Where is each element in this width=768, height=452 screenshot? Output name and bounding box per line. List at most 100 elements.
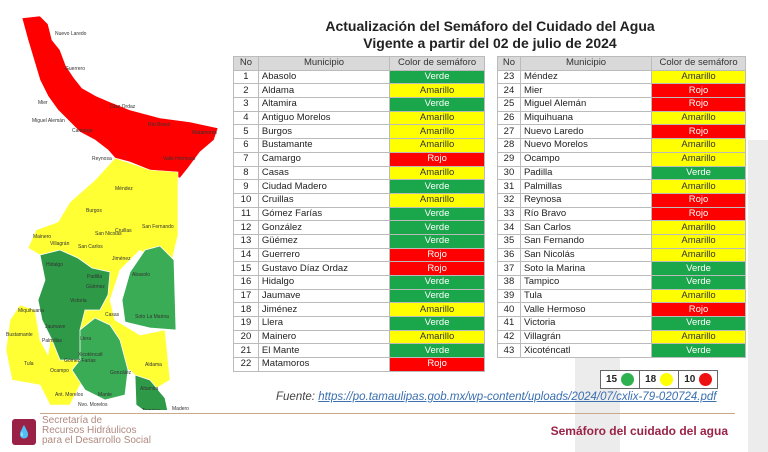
- cell-no: 19: [233, 316, 259, 331]
- cell-municipio: Nuevo Laredo: [519, 124, 653, 140]
- table-row: 5 Burgos Amarillo: [233, 124, 485, 140]
- municipios-table-right: No Municipio Color de semáforo 23 Méndez A…: [497, 56, 746, 359]
- legend-rojo: 10: [679, 371, 717, 388]
- cell-no: 35: [497, 233, 521, 249]
- map-label: Güémez: [86, 284, 105, 290]
- cell-color: Verde: [389, 316, 485, 331]
- map-label: Miquihuana: [18, 308, 44, 314]
- map-label: Xicoténcatl: [78, 352, 102, 358]
- cell-municipio: Guerrero: [257, 247, 391, 263]
- cell-no: 24: [497, 83, 521, 99]
- table-row: 1 Abasolo Verde: [233, 69, 485, 85]
- cell-municipio: Abasolo: [257, 69, 391, 85]
- cell-municipio: Casas: [257, 165, 391, 181]
- cell-no: 37: [497, 261, 521, 276]
- cell-color: Rojo: [651, 124, 746, 140]
- source-link[interactable]: https://po.tamaulipas.gob.mx/wp-content/…: [318, 391, 717, 403]
- table-row: 6 Bustamante Amarillo: [233, 138, 485, 153]
- legend-amarillo: 18: [640, 371, 680, 388]
- title-line-2: Vigente a partir del 02 de julio de 2024: [363, 35, 617, 51]
- legend-count: 18: [645, 374, 657, 385]
- cell-no: 18: [233, 302, 259, 318]
- cell-municipio: Palmillas: [519, 179, 653, 194]
- cell-municipio: Ciudad Madero: [257, 179, 391, 194]
- cell-color: Rojo: [651, 302, 746, 318]
- cell-color: Verde: [389, 343, 485, 359]
- table-row: 33 Río Bravo Rojo: [497, 206, 746, 222]
- cell-no: 12: [233, 220, 259, 235]
- cell-no: 21: [233, 343, 259, 359]
- cell-no: 15: [233, 261, 259, 276]
- cell-no: 41: [497, 316, 521, 331]
- cell-municipio: Burgos: [257, 124, 391, 140]
- cell-color: Amarillo: [651, 288, 746, 304]
- cell-color: Amarillo: [389, 329, 485, 345]
- cell-no: 11: [233, 206, 259, 222]
- red-dot-icon: [699, 373, 713, 386]
- col-header-municipio: Municipio: [257, 56, 391, 71]
- cell-no: 23: [497, 69, 521, 85]
- yellow-dot-icon: [660, 373, 674, 386]
- map-label: Miguel Alemán: [32, 118, 65, 124]
- table-row: 2 Aldama Amarillo: [233, 83, 485, 99]
- table-row: 35 San Fernando Amarillo: [497, 233, 746, 249]
- org-line: para el Desarrollo Social: [42, 435, 151, 446]
- cell-color: Rojo: [651, 97, 746, 112]
- map-label: Burgos: [86, 208, 102, 214]
- map-label: Jiménez: [112, 256, 131, 262]
- cell-no: 34: [497, 220, 521, 235]
- footer-title: Semáforo del cuidado del agua: [550, 424, 728, 438]
- cell-no: 27: [497, 124, 521, 140]
- cell-municipio: Padilla: [519, 165, 653, 181]
- cell-color: Rojo: [651, 192, 746, 208]
- map-label: Matamoros: [192, 130, 218, 136]
- cell-color: Amarillo: [651, 233, 746, 249]
- cell-no: 33: [497, 206, 521, 222]
- table-row: 19 Llera Verde: [233, 316, 485, 331]
- title-line-1: Actualización del Semáforo del Cuidado d…: [325, 18, 655, 34]
- table-row: 22 Matamoros Rojo: [233, 357, 485, 372]
- cell-color: Rojo: [389, 151, 485, 167]
- map-label: Tula: [24, 361, 34, 367]
- cell-no: 43: [497, 343, 521, 359]
- cell-municipio: San Carlos: [519, 220, 653, 235]
- cell-color: Amarillo: [651, 247, 746, 263]
- map-label: Llera: [80, 336, 91, 342]
- table-row: 41 Victoria Verde: [497, 316, 746, 331]
- cell-municipio: Hidalgo: [257, 275, 391, 290]
- map-label: Ant. Morelos: [55, 392, 84, 398]
- cell-municipio: Reynosa: [519, 192, 653, 208]
- map-label: González: [110, 370, 132, 376]
- cell-municipio: Antiguo Morelos: [257, 110, 391, 126]
- cell-municipio: Gustavo Díaz Ordaz: [257, 261, 391, 276]
- cell-no: 20: [233, 329, 259, 345]
- cell-color: Verde: [389, 206, 485, 222]
- cell-color: Rojo: [389, 261, 485, 276]
- table-row: 8 Casas Amarillo: [233, 165, 485, 181]
- map-label: Díaz Ordaz: [110, 104, 136, 110]
- map-region-green: [37, 245, 177, 410]
- table-row: 10 Cruillas Amarillo: [233, 192, 485, 208]
- col-header-municipio: Municipio: [519, 56, 653, 71]
- cell-municipio: Camargo: [257, 151, 391, 167]
- cell-color: Verde: [389, 220, 485, 235]
- map-label: San Carlos: [78, 244, 103, 250]
- cell-municipio: San Fernando: [519, 233, 653, 249]
- cell-no: 1: [233, 69, 259, 85]
- cell-no: 30: [497, 165, 521, 181]
- map-label: Palmillas: [42, 338, 63, 344]
- cell-no: 17: [233, 288, 259, 304]
- water-drop-logo-icon: 💧: [12, 419, 36, 445]
- map-label: Nuevo Laredo: [55, 31, 87, 37]
- table-row: 15 Gustavo Díaz Ordaz Rojo: [233, 261, 485, 276]
- municipios-table-left: No Municipio Color de semáforo 1 Abasolo V…: [233, 56, 485, 372]
- cell-municipio: Mier: [519, 83, 653, 99]
- cell-no: 3: [233, 97, 259, 112]
- cell-color: Verde: [651, 165, 746, 181]
- cell-municipio: Altamira: [257, 97, 391, 112]
- map-label: Mante: [98, 392, 112, 398]
- cell-no: 10: [233, 192, 259, 208]
- table-row: 11 Gómez Farías Verde: [233, 206, 485, 222]
- cell-municipio: Nuevo Morelos: [519, 138, 653, 153]
- cell-color: Amarillo: [389, 165, 485, 181]
